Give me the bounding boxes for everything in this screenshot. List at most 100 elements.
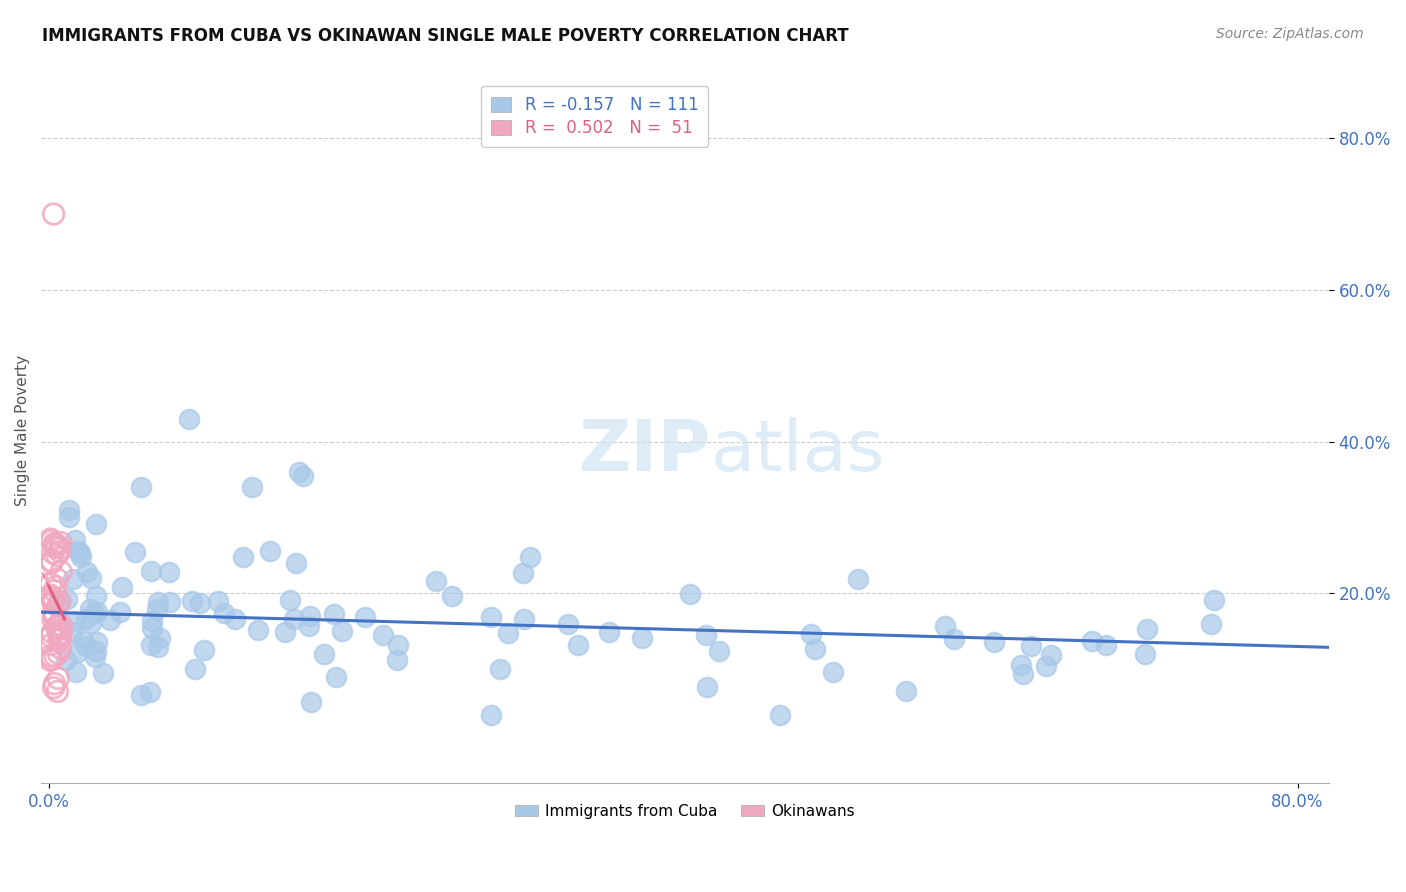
- Point: [84, 644, 107, 658]
- Point: [695, 628, 717, 642]
- Point: [42, 608, 65, 623]
- Point: [288, 465, 311, 479]
- Point: [557, 616, 579, 631]
- Point: [259, 544, 281, 558]
- Point: [325, 670, 347, 684]
- Point: [60, 625, 83, 640]
- Point: [55, 591, 77, 606]
- Point: [148, 640, 170, 654]
- Point: [1012, 666, 1035, 681]
- Point: [67, 543, 90, 558]
- Point: [1010, 658, 1032, 673]
- Point: [84, 589, 107, 603]
- Point: [69, 550, 91, 565]
- Point: [42, 207, 65, 221]
- Point: [567, 638, 589, 652]
- Point: [1136, 622, 1159, 636]
- Point: [353, 609, 375, 624]
- Point: [86, 635, 108, 649]
- Point: [159, 595, 181, 609]
- Point: [46, 647, 69, 661]
- Point: [1095, 638, 1118, 652]
- Point: [44, 649, 66, 664]
- Point: [69, 546, 91, 560]
- Point: [39, 629, 62, 643]
- Point: [108, 605, 131, 619]
- Point: [55, 653, 77, 667]
- Point: [41, 545, 63, 559]
- Point: [39, 649, 62, 664]
- Point: [496, 626, 519, 640]
- Text: ZIP: ZIP: [578, 417, 710, 486]
- Point: [129, 688, 152, 702]
- Point: [479, 707, 502, 722]
- Point: [44, 537, 66, 551]
- Point: [49, 541, 72, 555]
- Point: [39, 638, 62, 652]
- Point: [1035, 658, 1057, 673]
- Point: [631, 632, 654, 646]
- Point: [39, 576, 62, 591]
- Point: [696, 681, 718, 695]
- Point: [679, 587, 702, 601]
- Point: [44, 536, 66, 550]
- Point: [1199, 616, 1222, 631]
- Point: [242, 480, 264, 494]
- Point: [41, 652, 63, 666]
- Point: [44, 541, 66, 555]
- Point: [193, 643, 215, 657]
- Point: [425, 574, 447, 588]
- Point: [41, 625, 63, 640]
- Point: [48, 617, 70, 632]
- Point: [45, 620, 67, 634]
- Point: [65, 533, 87, 548]
- Point: [49, 626, 72, 640]
- Point: [212, 607, 235, 621]
- Point: [846, 572, 869, 586]
- Point: [51, 618, 73, 632]
- Point: [283, 612, 305, 626]
- Point: [49, 565, 72, 579]
- Point: [519, 549, 541, 564]
- Point: [1019, 639, 1042, 653]
- Point: [441, 589, 464, 603]
- Point: [39, 532, 62, 546]
- Point: [75, 639, 97, 653]
- Point: [823, 665, 845, 680]
- Point: [91, 665, 114, 680]
- Point: [63, 615, 86, 629]
- Point: [45, 580, 67, 594]
- Text: IMMIGRANTS FROM CUBA VS OKINAWAN SINGLE MALE POVERTY CORRELATION CHART: IMMIGRANTS FROM CUBA VS OKINAWAN SINGLE …: [42, 27, 849, 45]
- Point: [39, 653, 62, 667]
- Point: [299, 609, 322, 624]
- Point: [141, 614, 163, 628]
- Point: [278, 593, 301, 607]
- Point: [800, 626, 823, 640]
- Point: [58, 503, 80, 517]
- Point: [489, 662, 512, 676]
- Point: [146, 595, 169, 609]
- Point: [141, 564, 163, 578]
- Point: [247, 624, 270, 638]
- Point: [124, 545, 146, 559]
- Point: [181, 594, 204, 608]
- Point: [67, 645, 90, 659]
- Point: [481, 610, 503, 624]
- Point: [46, 549, 69, 563]
- Point: [943, 632, 966, 647]
- Point: [46, 672, 69, 686]
- Point: [145, 602, 167, 616]
- Point: [512, 566, 534, 581]
- Text: Source: ZipAtlas.com: Source: ZipAtlas.com: [1216, 27, 1364, 41]
- Point: [49, 594, 72, 608]
- Point: [58, 510, 80, 524]
- Legend: Immigrants from Cuba, Okinawans: Immigrants from Cuba, Okinawans: [509, 797, 860, 825]
- Point: [42, 681, 65, 695]
- Point: [84, 516, 107, 531]
- Point: [291, 468, 314, 483]
- Point: [330, 624, 353, 638]
- Point: [224, 612, 246, 626]
- Point: [83, 607, 105, 621]
- Point: [39, 588, 62, 602]
- Point: [179, 412, 201, 426]
